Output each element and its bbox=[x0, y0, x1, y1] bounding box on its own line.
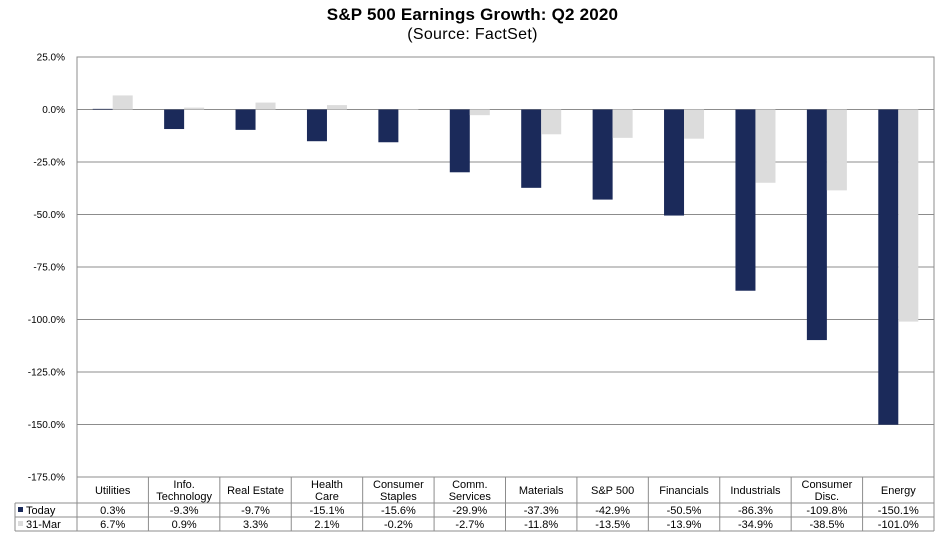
bar-today bbox=[592, 109, 613, 200]
data-label: -15.1% bbox=[310, 505, 345, 517]
category-label: Technology bbox=[156, 491, 212, 503]
bar-31-mar bbox=[469, 109, 490, 116]
data-label: -2.7% bbox=[455, 519, 484, 531]
data-label: -29.9% bbox=[452, 505, 487, 517]
bar-today bbox=[878, 109, 899, 425]
y-tick-label: -125.0% bbox=[28, 368, 65, 379]
bar-31-mar bbox=[898, 109, 919, 322]
legend-swatch-today bbox=[18, 507, 23, 512]
y-tick-label: -75.0% bbox=[33, 263, 65, 274]
bar-31-mar bbox=[826, 109, 847, 191]
bar-31-mar bbox=[255, 102, 276, 110]
data-label: -34.9% bbox=[738, 519, 773, 531]
data-label: -0.2% bbox=[384, 519, 413, 531]
bar-today bbox=[735, 109, 756, 291]
bar-31-mar bbox=[755, 109, 776, 183]
data-label: -38.5% bbox=[809, 519, 844, 531]
chart-subtitle: (Source: FactSet) bbox=[407, 26, 538, 43]
legend-label-31-mar: 31-Mar bbox=[26, 519, 61, 531]
data-label: 2.1% bbox=[314, 519, 339, 531]
chart-title: S&P 500 Earnings Growth: Q2 2020 bbox=[326, 5, 619, 24]
data-label: -150.1% bbox=[878, 505, 919, 517]
category-label: Consumer bbox=[802, 479, 853, 491]
category-label: Staples bbox=[380, 491, 417, 503]
category-label: Industrials bbox=[730, 485, 781, 497]
data-label: -50.5% bbox=[667, 505, 702, 517]
y-tick-label: -100.0% bbox=[28, 315, 65, 326]
data-label: -9.3% bbox=[170, 505, 199, 517]
bar-today bbox=[664, 109, 685, 216]
bar-today bbox=[164, 109, 185, 130]
legend-label-today: Today bbox=[26, 505, 56, 517]
data-label: -9.7% bbox=[241, 505, 270, 517]
data-label: 3.3% bbox=[243, 519, 268, 531]
bar-31-mar bbox=[541, 109, 562, 135]
data-label: -42.9% bbox=[595, 505, 630, 517]
category-label: Info. bbox=[173, 479, 194, 491]
category-label: Energy bbox=[881, 485, 916, 497]
bar-today bbox=[449, 109, 470, 173]
data-label: -13.9% bbox=[667, 519, 702, 531]
bar-today bbox=[92, 108, 113, 110]
bar-today bbox=[235, 109, 256, 130]
y-tick-label: -50.0% bbox=[33, 210, 65, 221]
data-label: 6.7% bbox=[100, 519, 125, 531]
data-label: -11.8% bbox=[524, 519, 558, 531]
data-label: 0.3% bbox=[100, 505, 125, 517]
category-label: Materials bbox=[519, 485, 564, 497]
category-label: Comm. bbox=[452, 479, 487, 491]
y-tick-label: -175.0% bbox=[28, 473, 65, 484]
data-label: -37.3% bbox=[524, 505, 559, 517]
category-label: Financials bbox=[659, 485, 709, 497]
category-label: Utilities bbox=[95, 485, 131, 497]
data-label: -13.5% bbox=[595, 519, 630, 531]
bar-31-mar bbox=[612, 109, 633, 138]
data-label: -15.6% bbox=[381, 505, 416, 517]
bar-today bbox=[521, 109, 542, 188]
bar-31-mar bbox=[112, 95, 133, 110]
data-label: -109.8% bbox=[806, 505, 847, 517]
category-label: Consumer bbox=[373, 479, 424, 491]
data-label: 0.9% bbox=[172, 519, 197, 531]
category-label: S&P 500 bbox=[591, 485, 634, 497]
bar-today bbox=[806, 109, 827, 341]
category-label: Health bbox=[311, 479, 343, 491]
category-label: Disc. bbox=[815, 491, 839, 503]
bar-31-mar bbox=[398, 109, 419, 110]
bar-today bbox=[378, 109, 399, 143]
bar-today bbox=[306, 109, 327, 142]
y-tick-label: 25.0% bbox=[37, 53, 65, 64]
y-tick-label: 0.0% bbox=[42, 105, 65, 116]
bar-31-mar bbox=[184, 107, 205, 110]
data-label: -101.0% bbox=[878, 519, 919, 531]
category-label: Services bbox=[449, 491, 492, 503]
bar-31-mar bbox=[684, 109, 705, 139]
y-tick-label: -25.0% bbox=[33, 158, 65, 169]
y-tick-label: -150.0% bbox=[28, 420, 65, 431]
legend-swatch-31-mar bbox=[18, 521, 23, 526]
data-label: -86.3% bbox=[738, 505, 773, 517]
category-label: Care bbox=[315, 491, 339, 503]
bar-31-mar bbox=[326, 105, 347, 110]
category-label: Real Estate bbox=[227, 485, 284, 497]
